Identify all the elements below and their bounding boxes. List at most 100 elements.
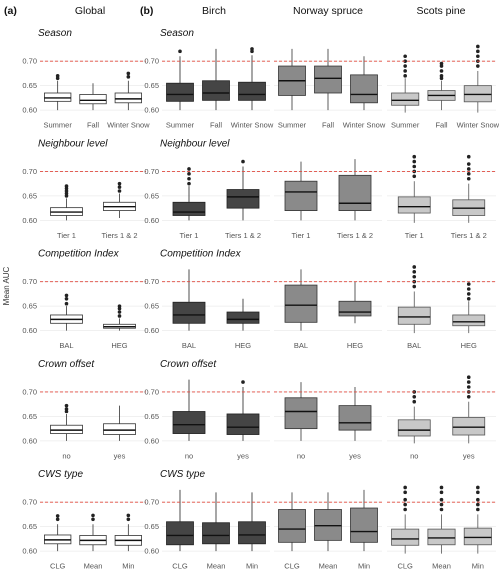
outlier <box>403 497 407 502</box>
outlier <box>403 69 407 73</box>
box <box>226 311 260 324</box>
x-tick-label: Winter Snow <box>107 121 150 130</box>
box <box>103 423 136 435</box>
outlier <box>412 270 417 274</box>
box <box>172 201 206 216</box>
panel-title: CWS type <box>160 469 205 480</box>
box <box>238 81 266 101</box>
outlier <box>476 507 480 512</box>
outlier <box>403 490 407 495</box>
outlier <box>64 403 69 408</box>
box <box>226 413 260 435</box>
outlier <box>187 167 191 171</box>
outlier <box>403 507 407 512</box>
y-tick-label: 0.65 <box>144 81 159 90</box>
box <box>391 92 420 106</box>
x-tick-label: Mean <box>432 562 451 571</box>
outlier <box>412 274 417 279</box>
outlier <box>64 297 69 301</box>
outlier <box>466 162 471 166</box>
panel-label: (b) <box>140 5 153 17</box>
outlier <box>476 485 480 490</box>
x-tick-label: yes <box>114 451 126 460</box>
outlier <box>412 174 417 179</box>
y-tick-label: 0.60 <box>22 326 37 335</box>
panel-label: (a) <box>4 5 17 17</box>
outlier <box>439 74 444 78</box>
x-tick-label: BAL <box>407 341 421 350</box>
outlier <box>439 497 444 502</box>
outlier <box>412 154 417 159</box>
y-tick-label: 0.70 <box>22 277 37 286</box>
x-tick-label: CLG <box>50 562 66 571</box>
box <box>391 528 420 546</box>
y-tick-label: 0.65 <box>144 522 159 531</box>
box <box>338 300 372 317</box>
outlier <box>412 164 417 169</box>
outlier <box>439 502 444 507</box>
outlier <box>117 181 122 186</box>
outlier <box>64 301 69 306</box>
x-tick-label: Tier 1 <box>405 231 424 240</box>
outlier <box>466 375 471 380</box>
box <box>350 74 378 104</box>
outlier <box>117 185 122 189</box>
outlier <box>466 154 471 159</box>
x-tick-label: Tiers 1 & 2 <box>225 231 261 240</box>
outlier <box>187 181 191 186</box>
y-tick-label: 0.60 <box>22 547 37 556</box>
x-tick-label: BAL <box>59 341 73 350</box>
box <box>463 85 492 103</box>
panel-title: Crown offset <box>38 359 95 370</box>
outlier <box>439 61 444 66</box>
x-tick-label: Min <box>472 562 484 571</box>
box <box>338 405 372 431</box>
y-tick-label: 0.60 <box>144 436 159 445</box>
y-tick-label: 0.70 <box>22 387 37 396</box>
panel-title: Competition Index <box>38 249 120 260</box>
box <box>350 507 378 543</box>
y-axis-label: Mean AUC <box>2 266 11 305</box>
box <box>397 196 431 214</box>
outlier <box>64 184 69 188</box>
box <box>314 509 342 541</box>
outlier <box>466 385 471 389</box>
y-tick-label: 0.65 <box>22 81 37 90</box>
y-tick-label: 0.60 <box>22 436 37 445</box>
column-title: Norway spruce <box>293 5 363 17</box>
x-tick-label: Summer <box>391 121 420 130</box>
outlier <box>439 69 444 73</box>
x-tick-label: no <box>297 451 305 460</box>
outlier <box>55 74 60 78</box>
box <box>397 419 431 437</box>
box <box>338 174 372 212</box>
outlier <box>439 485 444 490</box>
box <box>202 80 230 101</box>
outlier <box>412 395 417 399</box>
box <box>463 527 492 546</box>
x-tick-label: no <box>410 451 418 460</box>
x-tick-label: Winter Snow <box>231 121 274 130</box>
x-tick-label: Min <box>358 562 370 571</box>
y-tick-label: 0.65 <box>144 191 159 200</box>
column-title: Scots pine <box>416 5 465 17</box>
box <box>314 65 342 94</box>
box <box>278 509 306 543</box>
x-tick-label: yes <box>237 451 249 460</box>
outlier <box>466 297 471 301</box>
column-title: Global <box>75 5 105 17</box>
x-tick-label: Min <box>246 562 258 571</box>
outlier <box>412 265 417 269</box>
outlier <box>241 159 245 164</box>
outlier <box>250 47 254 51</box>
outlier <box>187 176 191 181</box>
x-tick-label: yes <box>463 451 475 460</box>
y-tick-label: 0.70 <box>144 167 159 176</box>
outlier <box>403 54 407 59</box>
x-tick-label: HEG <box>235 341 251 350</box>
x-tick-label: Mean <box>84 562 103 571</box>
outlier <box>466 176 471 181</box>
y-tick-label: 0.60 <box>144 106 159 115</box>
x-tick-label: HEG <box>461 341 477 350</box>
panel-title: Season <box>160 28 194 39</box>
